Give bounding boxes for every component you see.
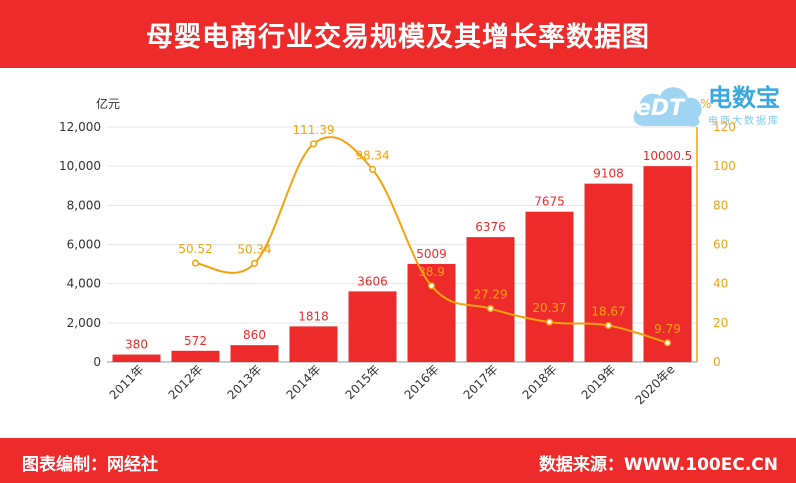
data-source: 数据来源：WWW.100EC.CN	[538, 455, 778, 475]
chart-title: 母婴电商行业交易规模及其增长率数据图	[146, 22, 650, 53]
chart-footer: 图表编制：网经社 数据来源：WWW.100EC.CN	[0, 438, 796, 483]
line-value-label: 111.39	[293, 123, 335, 137]
x-tick-label: 2014年	[284, 362, 324, 402]
line-value-label: 50.52	[178, 242, 212, 256]
line-value-label: 27.29	[473, 288, 507, 302]
bar	[348, 291, 397, 362]
bar	[584, 183, 633, 362]
logo-name: 电数宝	[708, 84, 780, 112]
x-tick-label: 2020年e	[632, 362, 677, 407]
bar-value-label: 6376	[475, 220, 506, 234]
y-tick-label: 0	[93, 355, 101, 369]
y2-tick-label: 100	[713, 159, 736, 173]
line-point	[250, 259, 259, 267]
y2-tick-label: 80	[713, 198, 728, 212]
x-tick-label: 2019年	[579, 362, 619, 402]
bar-value-label: 10000.5	[643, 149, 693, 163]
y-tick-label: 12,000	[59, 120, 101, 134]
logo-tagline: 电商大数据库	[708, 116, 780, 127]
bar	[525, 211, 574, 362]
bar	[643, 166, 692, 362]
bar-value-label: 1818	[298, 309, 329, 323]
bar-value-label: 7675	[534, 195, 565, 209]
line-point	[486, 305, 495, 313]
line-value-label: 38.9	[418, 265, 445, 279]
bar	[230, 345, 279, 362]
bar	[171, 350, 220, 362]
x-tick-label: 2017年	[461, 362, 501, 402]
bar	[466, 237, 515, 362]
y2-tick-label: 40	[713, 277, 728, 291]
y2-tick-label: 0	[713, 355, 721, 369]
line-point	[368, 165, 377, 173]
line-value-label: 98.34	[355, 148, 389, 162]
y-tick-label: 8,000	[67, 198, 101, 212]
bar	[407, 263, 456, 362]
y2-tick-label: 120	[713, 120, 736, 134]
x-tick-label: 2015年	[343, 362, 383, 402]
compiled-by: 图表编制：网经社	[22, 455, 158, 475]
line-point	[545, 318, 554, 326]
y2-tick-label: 60	[713, 238, 728, 252]
line-value-label: 50.34	[237, 242, 271, 256]
chart-header: 母婴电商行业交易规模及其增长率数据图	[0, 0, 796, 68]
bar	[112, 354, 161, 362]
bar-value-label: 380	[125, 338, 148, 352]
chart-area: 0 2,000 4,000 6,000 8,000 10,000 12,000 0 20 40 60…	[59, 96, 736, 407]
y-tick-label: 4,000	[67, 277, 101, 291]
y2-axis-title: %	[700, 97, 711, 111]
line-point	[427, 282, 436, 290]
bar-value-label: 3606	[357, 274, 388, 288]
line-value-label: 20.37	[532, 301, 566, 315]
y-tick-label: 10,000	[59, 159, 101, 173]
logo-badge: eDT	[636, 96, 685, 121]
line-point	[604, 321, 613, 329]
line-value-label: 18.67	[591, 304, 625, 318]
x-tick-label: 2016年	[402, 362, 442, 402]
cloud-icon	[633, 87, 702, 127]
bar-value-label: 572	[184, 334, 207, 348]
brand-logo: eDT 电数宝 电商大数据库	[630, 76, 795, 136]
line-point	[663, 339, 672, 347]
x-tick-label: 2013年	[225, 362, 265, 402]
y-tick-label: 6,000	[67, 238, 101, 252]
bar-value-label: 860	[243, 328, 266, 342]
line-point	[309, 140, 318, 148]
growth-line	[195, 136, 668, 344]
x-tick-label: 2018年	[520, 362, 560, 402]
y-tick-label: 2,000	[67, 316, 101, 330]
y2-tick-label: 20	[713, 316, 728, 330]
line-point	[191, 259, 200, 267]
bar-value-label: 5009	[416, 247, 447, 261]
y-axis-title: 亿元	[96, 96, 120, 111]
bar-value-label: 9108	[593, 167, 624, 181]
x-tick-label: 2011年	[107, 362, 147, 402]
bar	[289, 326, 338, 362]
line-value-label: 9.79	[654, 322, 681, 336]
x-tick-label: 2012年	[166, 362, 206, 402]
